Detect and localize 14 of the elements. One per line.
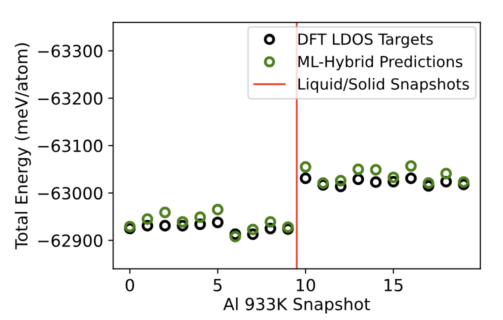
ref-line-label: Liquid/Solid Snapshots: [298, 78, 469, 93]
legend-label: ML-Hybrid Predictions: [298, 56, 462, 70]
x-axis-title: Al 933K Snapshot: [223, 297, 370, 314]
y-tick-label: −63300: [38, 44, 102, 58]
x-tick-label: 0: [126, 278, 134, 292]
y-tick-label: −63100: [38, 140, 102, 152]
legend-label: DFT LDOS Targets: [298, 33, 433, 48]
x-tick-label: 5: [214, 279, 222, 292]
y-tick-label: −62900: [38, 234, 102, 247]
x-tick-label: 10: [296, 278, 316, 292]
y-tick-label: −63200: [38, 92, 102, 105]
x-tick-label: 15: [384, 279, 403, 292]
y-tick-label: −63000: [38, 186, 102, 200]
y-axis-title: Total Energy (meV/atom): [14, 43, 31, 250]
